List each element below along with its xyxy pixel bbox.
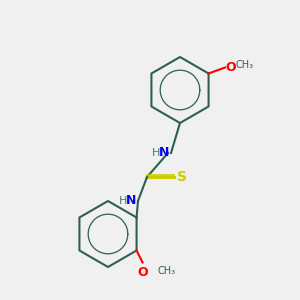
Text: N: N	[126, 194, 136, 208]
Text: CH₃: CH₃	[158, 266, 176, 275]
Text: S: S	[177, 170, 187, 184]
Text: O: O	[137, 266, 148, 278]
Text: N: N	[159, 146, 169, 160]
Text: CH₃: CH₃	[236, 59, 254, 70]
Text: H: H	[119, 196, 128, 206]
Text: O: O	[225, 61, 236, 74]
Text: H: H	[152, 148, 160, 158]
